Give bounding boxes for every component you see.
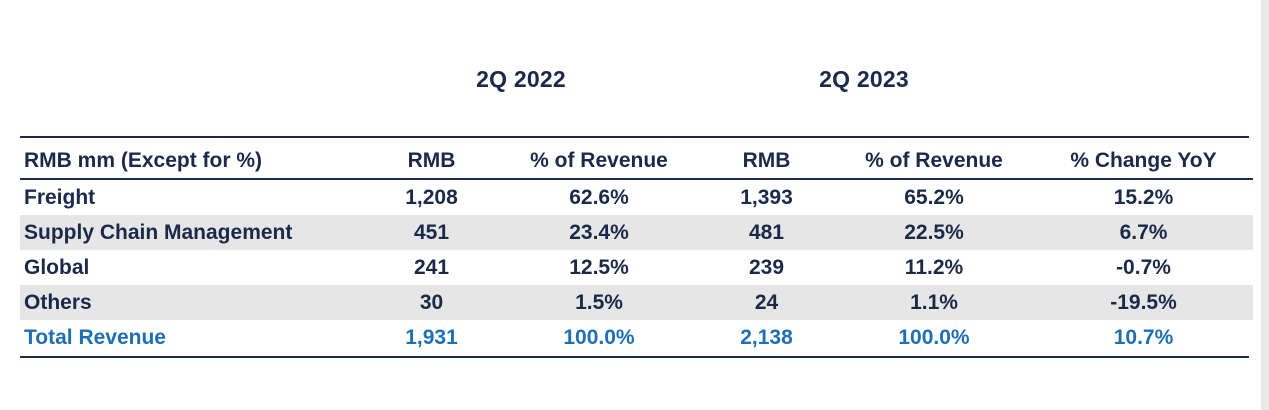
cell-pct-revenue-2022: 12.5% [569,255,629,279]
row-label: Supply Chain Management [20,215,364,250]
table-header-row: RMB mm (Except for %) RMB % of Revenue R… [20,143,1253,180]
cell-rmb-2022: 30 [364,285,499,320]
cell-pct-change-yoy: 6.7% [1034,215,1253,250]
header-metric: RMB mm (Except for %) [20,143,364,180]
cell-rmb-2022: 241 [413,255,450,279]
cell-rmb-2023: 24 [699,285,834,320]
cell-rmb-2022: 451 [364,215,499,250]
cell-rmb-2023: 2,138 [740,325,793,349]
header-pct-change-yoy: % Change YoY [1034,143,1253,180]
table-top-rule [20,136,1249,138]
cell-pct-change-yoy: -19.5% [1034,285,1253,320]
cell-pct-change-yoy: -0.7% [1116,255,1171,279]
cell-pct-revenue-2023: 65.2% [904,185,964,209]
row-label: Global [24,255,90,279]
cell-rmb-2022: 1,931 [405,325,458,349]
table-row-freight: Freight 1,208 62.6% 1,393 65.2% 15.2% [20,179,1253,215]
row-label: Total Revenue [24,325,166,349]
cell-pct-revenue-2022: 62.6% [569,185,629,209]
cell-pct-change-yoy: 15.2% [1113,185,1174,209]
cell-rmb-2023: 1,393 [740,185,793,209]
header-rmb-2023: RMB [699,143,834,180]
row-label: Others [20,285,364,320]
window-edge [1261,0,1269,410]
table-bottom-rule [20,356,1249,358]
cell-pct-change-yoy: 10.7% [1113,325,1174,349]
revenue-table: RMB mm (Except for %) RMB % of Revenue R… [20,143,1253,355]
cell-rmb-2023: 481 [699,215,834,250]
cell-pct-revenue-2022: 23.4% [499,215,699,250]
table-row-global: Global 241 12.5% 239 11.2% -0.7% [20,250,1253,285]
cell-pct-revenue-2023: 100.0% [898,325,970,349]
cell-pct-revenue-2023: 11.2% [904,255,964,279]
period-header-2q-2022: 2Q 2022 [476,66,566,92]
header-pct-revenue-2023: % of Revenue [834,143,1034,180]
header-rmb-2022: RMB [364,143,499,180]
cell-pct-revenue-2023: 22.5% [834,215,1034,250]
cell-pct-revenue-2022: 100.0% [563,325,635,349]
cell-pct-revenue-2022: 1.5% [499,285,699,320]
table-row-total-revenue: Total Revenue 1,931 100.0% 2,138 100.0% … [20,320,1253,355]
cell-rmb-2022: 1,208 [405,185,458,209]
cell-pct-revenue-2023: 1.1% [834,285,1034,320]
row-label: Freight [24,185,96,209]
table-row-supply-chain-management: Supply Chain Management 451 23.4% 481 22… [20,215,1253,250]
cell-rmb-2023: 239 [748,255,785,279]
header-pct-revenue-2022: % of Revenue [499,143,699,180]
period-header-2q-2023: 2Q 2023 [819,66,909,92]
table-row-others: Others 30 1.5% 24 1.1% -19.5% [20,285,1253,320]
